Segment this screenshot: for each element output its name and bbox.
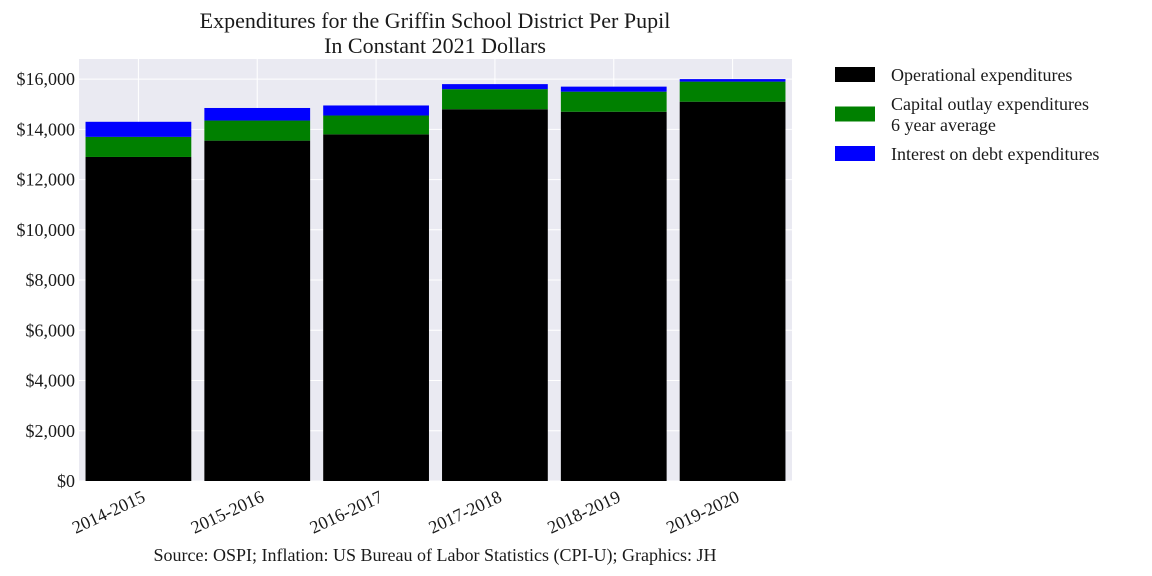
bar-2018-2019-series-1 bbox=[560, 91, 667, 112]
y-tick-label: $16,000 bbox=[17, 69, 76, 89]
x-axis: 2014-2015 2015-2016 2016-2017 2017-2018 2018… bbox=[69, 486, 742, 537]
bar-2018-2019-series-0 bbox=[560, 111, 667, 481]
bar-2015-2016-series-0 bbox=[204, 140, 311, 481]
bar-2014-2015-series-1 bbox=[85, 136, 192, 157]
y-axis: $0 $2,000 $4,000 $6,000 $8,000 $10,000 $12,000… bbox=[17, 69, 76, 491]
bar-2015-2016-series-1 bbox=[204, 120, 311, 141]
legend-label: Interest on debt expenditures bbox=[891, 144, 1099, 164]
legend: Operational expenditures Capital outlay e… bbox=[835, 65, 1099, 164]
legend-label: Capital outlay expenditures 6 year averag… bbox=[891, 94, 1089, 135]
chart-titles: Expenditures for the Griffin School Dist… bbox=[200, 8, 671, 58]
y-tick-label: $10,000 bbox=[17, 220, 76, 240]
y-tick-label: $14,000 bbox=[17, 119, 76, 139]
bar-2017-2018-series-1 bbox=[442, 89, 548, 110]
bar-2014-2015-series-0 bbox=[85, 156, 192, 481]
source-note: Source: OSPI; Inflation: US Bureau of La… bbox=[154, 545, 717, 566]
bar-2015-2016-series-2 bbox=[204, 107, 311, 121]
bar-2016-2017-series-2 bbox=[323, 105, 429, 116]
bar-2019-2020-series-2 bbox=[679, 79, 786, 82]
legend-swatch bbox=[835, 106, 875, 122]
bar-2019-2020-series-0 bbox=[679, 101, 786, 481]
y-tick-label: $2,000 bbox=[26, 421, 76, 441]
bar-2017-2018-series-2 bbox=[442, 84, 548, 90]
bar-2019-2020-series-1 bbox=[679, 81, 786, 102]
bar-2018-2019-series-2 bbox=[560, 86, 667, 92]
legend-swatch bbox=[835, 146, 875, 161]
bar-2016-2017-series-1 bbox=[323, 115, 429, 135]
bar-2016-2017-series-0 bbox=[323, 134, 429, 481]
x-tick-label: 2015-2016 bbox=[188, 486, 267, 537]
y-tick-label: $4,000 bbox=[26, 371, 76, 391]
chart-subtitle: In Constant 2021 Dollars bbox=[324, 33, 546, 58]
x-tick-label: 2014-2015 bbox=[69, 486, 148, 537]
y-tick-label: $0 bbox=[57, 471, 75, 491]
bar-2014-2015-series-2 bbox=[85, 121, 192, 137]
x-tick-label: 2017-2018 bbox=[425, 486, 504, 537]
bars bbox=[85, 79, 786, 481]
x-tick-label: 2019-2020 bbox=[663, 486, 742, 537]
legend-label: Operational expenditures bbox=[891, 65, 1072, 85]
y-tick-label: $8,000 bbox=[26, 270, 76, 290]
legend-swatch bbox=[835, 67, 875, 82]
bar-2017-2018-series-0 bbox=[442, 109, 548, 481]
chart-title: Expenditures for the Griffin School Dist… bbox=[200, 8, 671, 33]
y-tick-label: $6,000 bbox=[26, 320, 76, 340]
x-tick-label: 2018-2019 bbox=[544, 486, 623, 537]
y-tick-label: $12,000 bbox=[17, 170, 76, 190]
x-tick-label: 2016-2017 bbox=[307, 486, 386, 537]
